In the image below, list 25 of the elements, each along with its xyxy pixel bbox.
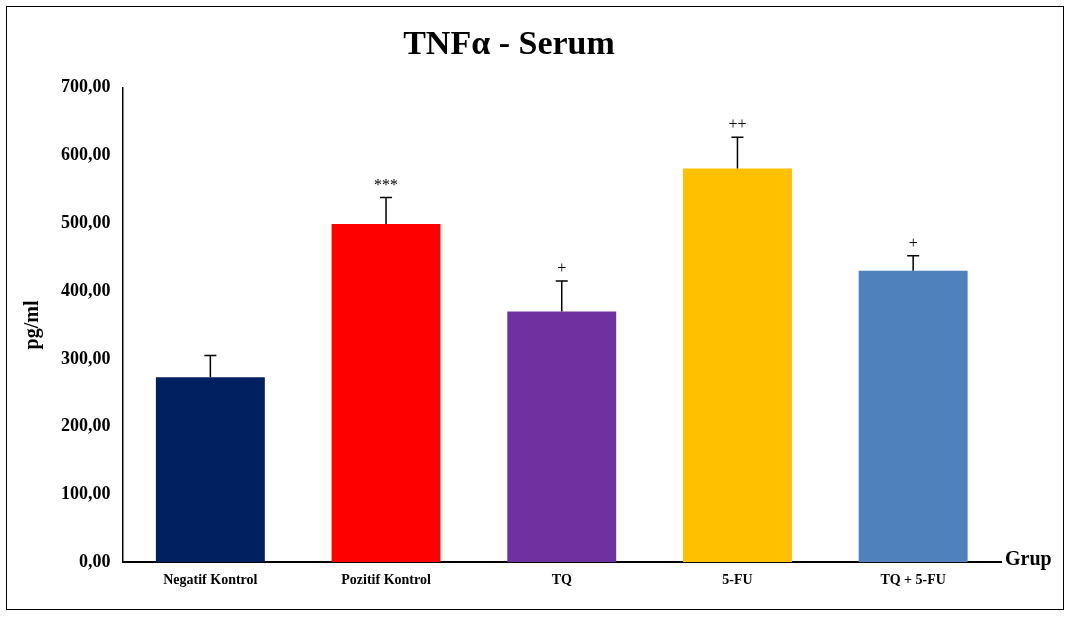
bar: [682, 168, 792, 563]
bar: [331, 224, 441, 563]
bar: [507, 311, 617, 563]
bar: [858, 270, 968, 563]
chart-title: TNFα - Serum: [403, 24, 615, 62]
annotation: ++: [728, 115, 747, 133]
y-tick-label: 400,00: [61, 279, 111, 300]
y-tick-label: 500,00: [61, 212, 111, 232]
x-tick-label: Pozitif Kontrol: [341, 572, 431, 588]
y-tick-label: 100,00: [61, 483, 111, 504]
y-tick-label: 200,00: [61, 415, 111, 436]
x-tick-label: Negatif Kontrol: [163, 572, 258, 588]
y-tick-label: 700,00: [61, 76, 111, 97]
y-tick-label: 0,00: [79, 550, 111, 571]
x-tick-label: TQ + 5-FU: [880, 572, 946, 588]
bar: [155, 377, 265, 563]
x-tick-label: TQ: [551, 572, 572, 588]
y-tick-label: 600,00: [61, 144, 111, 165]
annotation: ***: [374, 175, 399, 193]
annotation: +: [557, 259, 567, 277]
x-tick-label: 5-FU: [722, 572, 753, 588]
x-axis-title: Grup: [1005, 547, 1052, 571]
y-axis-title: pg/ml: [20, 300, 44, 350]
annotation: +: [908, 234, 918, 252]
y-tick-label: 300,00: [61, 347, 111, 368]
